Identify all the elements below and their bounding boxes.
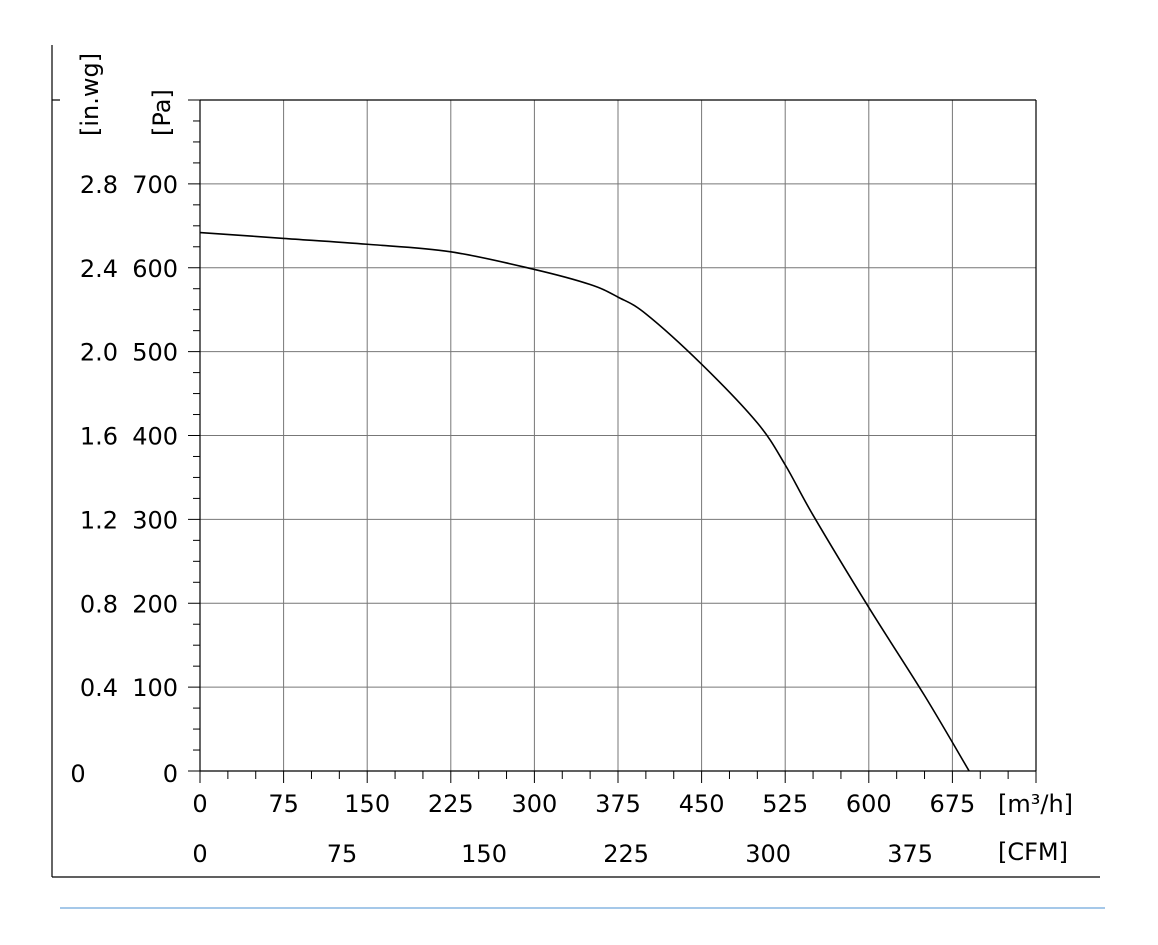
tick-labels: 0 100 200 300 400 500 600 700 0 0.4 0.8 1.2 1.6 2.0 2.… <box>70 171 975 868</box>
x-tick-label-m3h: 300 <box>511 790 557 818</box>
fan-curve-line <box>199 231 970 772</box>
y-unit-secondary-label: [in.wg] <box>76 53 104 136</box>
x-tick-label-m3h: 450 <box>679 790 725 818</box>
x-tick-label-m3h: 0 <box>192 790 207 818</box>
y-tick-label-inwg: 0 <box>70 760 85 788</box>
y-tick-label-inwg: 1.2 <box>80 506 118 534</box>
x-tick-label-m3h: 150 <box>344 790 390 818</box>
x-tick-label-m3h: 525 <box>762 790 808 818</box>
y-tick-label-inwg: 0.4 <box>80 674 118 702</box>
x-tick-label-cfm: 225 <box>603 840 649 868</box>
x-tick-label-m3h: 375 <box>595 790 641 818</box>
x-tick-label-cfm: 375 <box>887 840 933 868</box>
y-tick-label-inwg: 2.4 <box>80 255 118 283</box>
grid-layer <box>200 100 1036 771</box>
x-tick-label-cfm: 150 <box>461 840 507 868</box>
x-tick-label-cfm: 300 <box>745 840 791 868</box>
x-tick-label-m3h: 675 <box>929 790 975 818</box>
y-tick-label-pa: 500 <box>132 339 178 367</box>
y-tick-label-inwg: 2.0 <box>80 339 118 367</box>
x-tick-label-m3h: 600 <box>846 790 892 818</box>
y-tick-label-pa: 300 <box>132 506 178 534</box>
x-tick-label-m3h: 225 <box>428 790 474 818</box>
y-unit-primary-label: [Pa] <box>148 89 176 136</box>
tick-marks <box>188 99 1037 783</box>
axis-frame <box>51 45 1100 878</box>
y-tick-label-pa: 400 <box>132 423 178 451</box>
x-tick-label-cfm: 0 <box>192 840 207 868</box>
x-unit-primary-label: [m³/h] <box>998 790 1073 818</box>
y-tick-label-inwg: 2.8 <box>80 171 118 199</box>
y-tick-label-pa: 600 <box>132 255 178 283</box>
y-tick-label-inwg: 0.8 <box>80 590 118 618</box>
y-tick-label-pa: 200 <box>132 590 178 618</box>
y-tick-label-inwg: 1.6 <box>80 423 118 451</box>
x-tick-label-m3h: 75 <box>268 790 299 818</box>
x-tick-label-cfm: 75 <box>327 840 358 868</box>
x-unit-secondary-label: [CFM] <box>998 838 1068 866</box>
y-tick-label-pa: 100 <box>132 674 178 702</box>
y-tick-label-pa: 0 <box>163 760 178 788</box>
y-tick-label-pa: 700 <box>132 171 178 199</box>
